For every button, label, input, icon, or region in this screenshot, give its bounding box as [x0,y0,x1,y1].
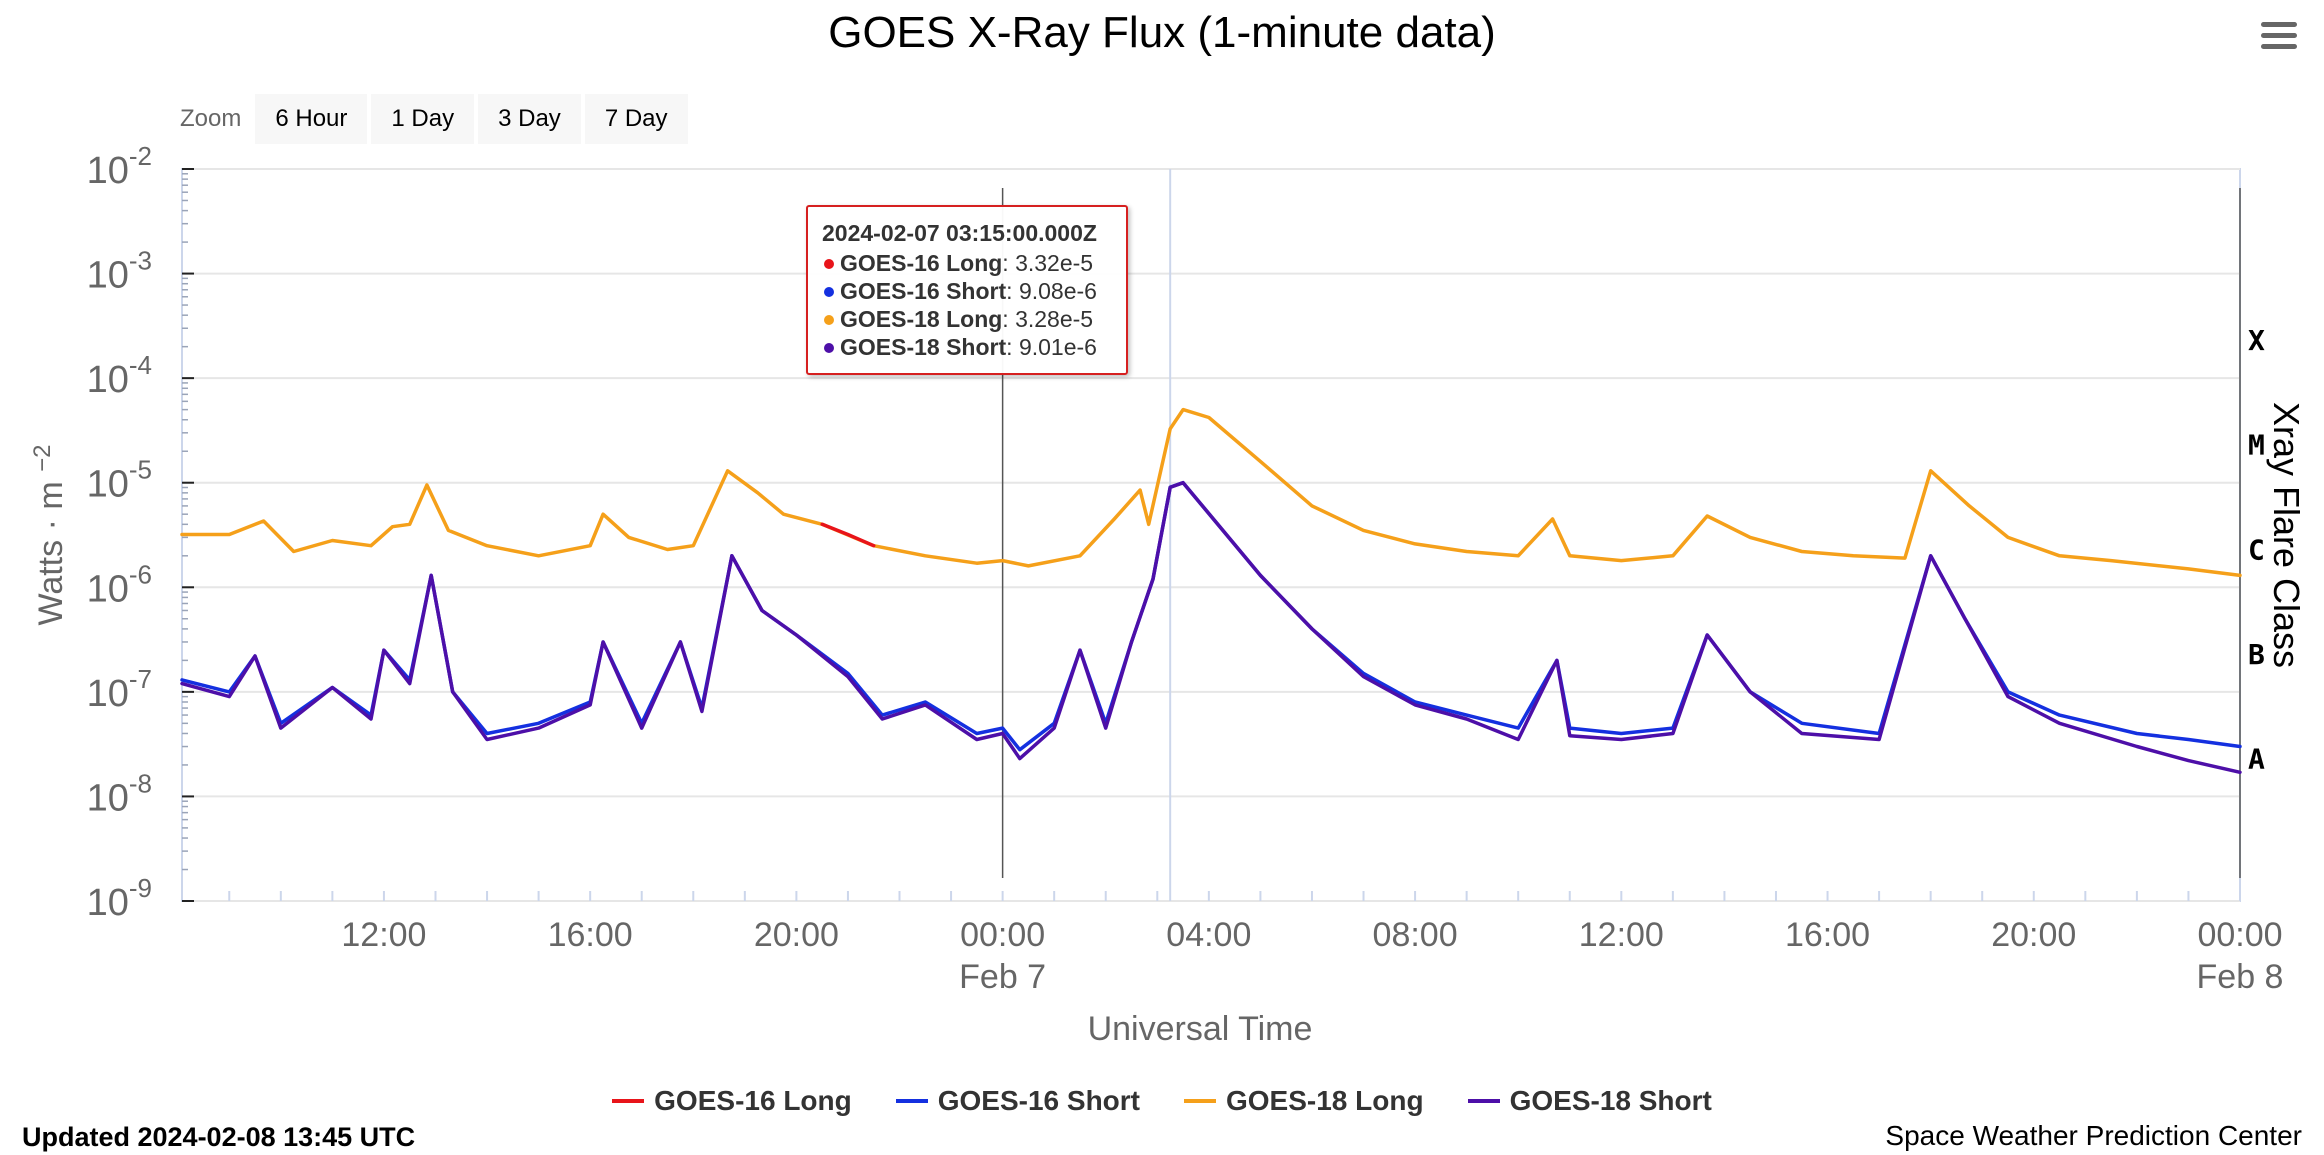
series-dot-icon [824,286,834,297]
zoom-1-day-button[interactable]: 1 Day [371,94,475,144]
legend-line-icon [1467,1099,1500,1103]
series-line-goes-16-short [180,480,2242,752]
y-tick-label: 10-6 [87,559,152,610]
series-dot-icon [824,342,834,353]
flare-class-label: X [2248,324,2265,357]
series-dot-icon [824,258,834,269]
y-tick-label: 10-3 [87,246,152,297]
updated-timestamp: Updated 2024-02-08 13:45 UTC [22,1122,416,1152]
y-tick-label: 10-9 [87,873,152,924]
zoom-7-day-button[interactable]: 7 Day [584,94,688,144]
flare-class-axis-title: Xray Flare Class [2266,402,2307,668]
legend-label: GOES-18 Long [1226,1085,1424,1116]
legend-item-goes16-long[interactable]: GOES-16 Long [612,1085,852,1117]
legend-item-goes18-long[interactable]: GOES-18 Long [1184,1085,1424,1117]
x-tick-label: 12:00 [341,916,426,954]
zoom-bar: Zoom 6 Hour 1 Day 3 Day 7 Day [180,94,692,144]
flare-class-label: B [2248,638,2265,671]
x-tick-label: 00:00 [960,916,1045,954]
chart-title: GOES X-Ray Flux (1-minute data) [828,8,1496,57]
flare-class-label: C [2248,533,2265,566]
zoom-label: Zoom [180,105,242,132]
x-tick-label: 16:00 [548,916,633,954]
x-tick-date-label: Feb 7 [959,958,1046,996]
legend-item-goes16-short[interactable]: GOES-16 Short [895,1085,1140,1117]
tooltip-row: GOES-16 Long: 3.32e-5 [822,249,1112,277]
plot-frame [181,168,2241,902]
y-tick-label: 10-4 [87,350,152,401]
tooltip-value: 9.01e-6 [1018,334,1097,360]
y-tick-label: 10-7 [87,664,152,715]
x-tick-label: 04:00 [1166,916,1251,954]
y-tick-label: 10-2 [87,141,152,192]
chart-menu-icon[interactable] [2261,22,2297,54]
x-tick-label: 08:00 [1373,916,1458,954]
tooltip-series-name: GOES-18 Long [840,306,1003,332]
tooltip-row: GOES-16 Short: 9.08e-6 [822,277,1112,305]
tooltip-value: 3.32e-5 [1015,250,1094,276]
x-tick-date-label: Feb 8 [2197,958,2284,996]
series-dot-icon [824,314,834,325]
legend-label: GOES-18 Short [1509,1085,1712,1116]
tooltip-value: 9.08e-6 [1018,278,1097,304]
y-tick-label: 10-5 [87,455,152,506]
y-tick-label: 10-8 [87,768,152,819]
x-tick-label: 20:00 [1991,916,2076,954]
zoom-3-day-button[interactable]: 3 Day [478,94,581,144]
tooltip-value: 3.28e-5 [1015,306,1094,332]
flare-class-label: A [2248,742,2265,775]
series-line-goes-16-long [820,522,876,548]
x-tick-label: 20:00 [754,916,839,954]
legend-label: GOES-16 Short [937,1085,1140,1116]
legend-line-icon [1184,1099,1216,1103]
tooltip-series-name: GOES-16 Long [840,250,1003,276]
legend-line-icon [612,1099,645,1103]
tooltip-series-name: GOES-16 Short [840,278,1007,304]
x-tick-label: 12:00 [1579,916,1664,954]
flare-class-label: M [2248,429,2265,462]
tooltip-series-name: GOES-18 Short [840,334,1007,360]
x-tick-label: 00:00 [2197,916,2282,954]
legend-item-goes18-short[interactable]: GOES-18 Short [1467,1085,1712,1117]
data-tooltip: 2024-02-07 03:15:00.000Z GOES-16 Long: 3… [806,205,1128,375]
chart-legend: GOES-16 Long GOES-16 Short GOES-18 Long … [0,1085,2324,1117]
tooltip-time: 2024-02-07 03:15:00.000Z [822,220,1097,246]
zoom-6-hour-button[interactable]: 6 Hour [255,94,368,144]
x-axis-title: Universal Time [1088,1010,1313,1048]
legend-line-icon [895,1099,928,1103]
series-line-goes-18-long [180,407,2242,578]
legend-label: GOES-16 Long [654,1085,852,1116]
tooltip-row: GOES-18 Short: 9.01e-6 [822,333,1112,361]
y-axis-title: Watts · m −2 [29,445,70,626]
x-tick-label: 16:00 [1785,916,1870,954]
tooltip-row: GOES-18 Long: 3.28e-5 [822,305,1112,333]
series-line-goes-18-short [180,480,2242,775]
credit-text: Space Weather Prediction Center [1885,1120,2302,1151]
